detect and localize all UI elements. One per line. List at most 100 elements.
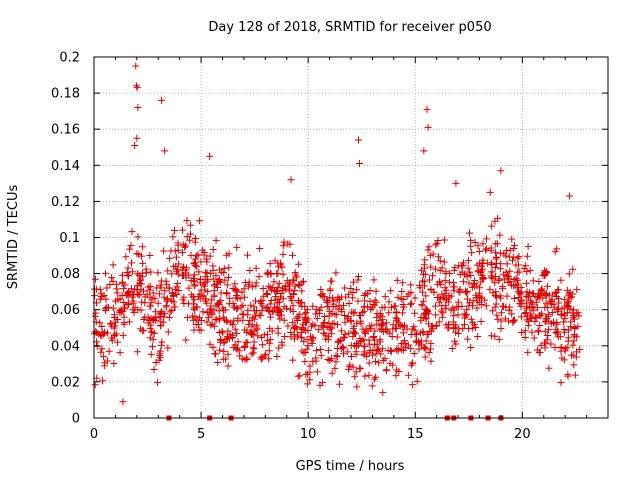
y-tick-label: 0 <box>72 412 80 427</box>
data-point <box>572 348 580 356</box>
data-point <box>320 329 328 337</box>
data-point <box>467 315 475 323</box>
data-point <box>212 236 220 244</box>
data-point <box>308 339 316 347</box>
data-point <box>561 296 569 304</box>
data-point <box>294 372 302 380</box>
data-point <box>392 372 400 380</box>
data-point <box>533 304 541 312</box>
data-point <box>563 343 571 351</box>
data-point <box>194 293 202 301</box>
data-point <box>294 333 302 341</box>
data-point <box>236 352 244 360</box>
data-point <box>438 264 446 272</box>
y-axis-label: SRMTID / TECUs <box>6 185 21 290</box>
data-point <box>280 238 288 246</box>
data-point <box>410 350 418 358</box>
data-point <box>570 312 578 320</box>
data-point <box>277 293 285 301</box>
data-point <box>128 228 136 236</box>
data-point <box>351 373 359 381</box>
data-point <box>200 251 208 259</box>
data-point <box>435 318 443 326</box>
data-point <box>574 309 582 317</box>
data-point <box>480 274 488 282</box>
data-point <box>323 323 331 331</box>
y-tick-label: 0.08 <box>51 267 80 282</box>
data-point <box>476 259 484 267</box>
data-point <box>461 314 469 322</box>
data-point <box>504 317 512 325</box>
data-point <box>359 325 367 333</box>
data-point <box>332 269 340 277</box>
data-point <box>463 306 471 314</box>
x-tick-label: 5 <box>197 427 205 442</box>
data-point <box>422 292 430 300</box>
data-point <box>347 353 355 361</box>
data-point <box>157 96 165 104</box>
data-point <box>158 338 166 346</box>
data-point <box>284 240 292 248</box>
data-point <box>357 320 365 328</box>
data-point <box>147 321 155 329</box>
data-point <box>158 308 166 316</box>
data-point <box>352 368 360 376</box>
data-point <box>526 267 534 275</box>
data-point <box>459 261 467 269</box>
data-point <box>233 287 241 295</box>
data-point <box>221 276 229 284</box>
data-point <box>350 322 358 330</box>
data-point <box>418 302 426 310</box>
data-point <box>347 317 355 325</box>
data-point <box>470 321 478 329</box>
data-point <box>289 318 297 326</box>
data-point <box>475 248 483 256</box>
data-point <box>463 295 471 303</box>
data-point <box>125 318 133 326</box>
data-point <box>349 333 357 341</box>
data-point <box>561 312 569 320</box>
data-point <box>262 350 270 358</box>
data-point <box>441 277 449 285</box>
data-point <box>511 316 519 324</box>
data-point <box>492 293 500 301</box>
data-point <box>300 349 308 357</box>
data-point <box>370 276 378 284</box>
data-point <box>194 251 202 259</box>
data-point <box>350 309 358 317</box>
data-point <box>496 249 504 257</box>
data-point <box>149 289 157 297</box>
data-point <box>295 280 303 288</box>
data-point <box>514 261 522 269</box>
data-point <box>313 368 321 376</box>
data-point <box>563 286 571 294</box>
data-point <box>393 315 401 323</box>
data-point <box>548 297 556 305</box>
data-point <box>541 271 549 279</box>
data-point <box>354 276 362 284</box>
data-point <box>183 217 191 225</box>
data-point <box>303 345 311 353</box>
data-point <box>279 250 287 258</box>
data-point <box>248 321 256 329</box>
data-point <box>100 353 108 361</box>
data-point <box>493 259 501 267</box>
data-point <box>464 264 472 272</box>
data-point <box>220 265 228 273</box>
data-point <box>169 233 177 241</box>
data-point <box>460 321 468 329</box>
data-point <box>201 297 209 305</box>
data-point <box>370 332 378 340</box>
data-point <box>201 279 209 287</box>
data-point <box>544 332 552 340</box>
data-point <box>289 276 297 284</box>
data-point <box>353 286 361 294</box>
data-point <box>543 336 551 344</box>
data-point <box>251 312 259 320</box>
data-point <box>96 319 104 327</box>
data-point <box>236 295 244 303</box>
data-point <box>174 241 182 249</box>
data-point <box>166 254 174 262</box>
data-point <box>134 233 142 241</box>
data-point <box>249 349 257 357</box>
